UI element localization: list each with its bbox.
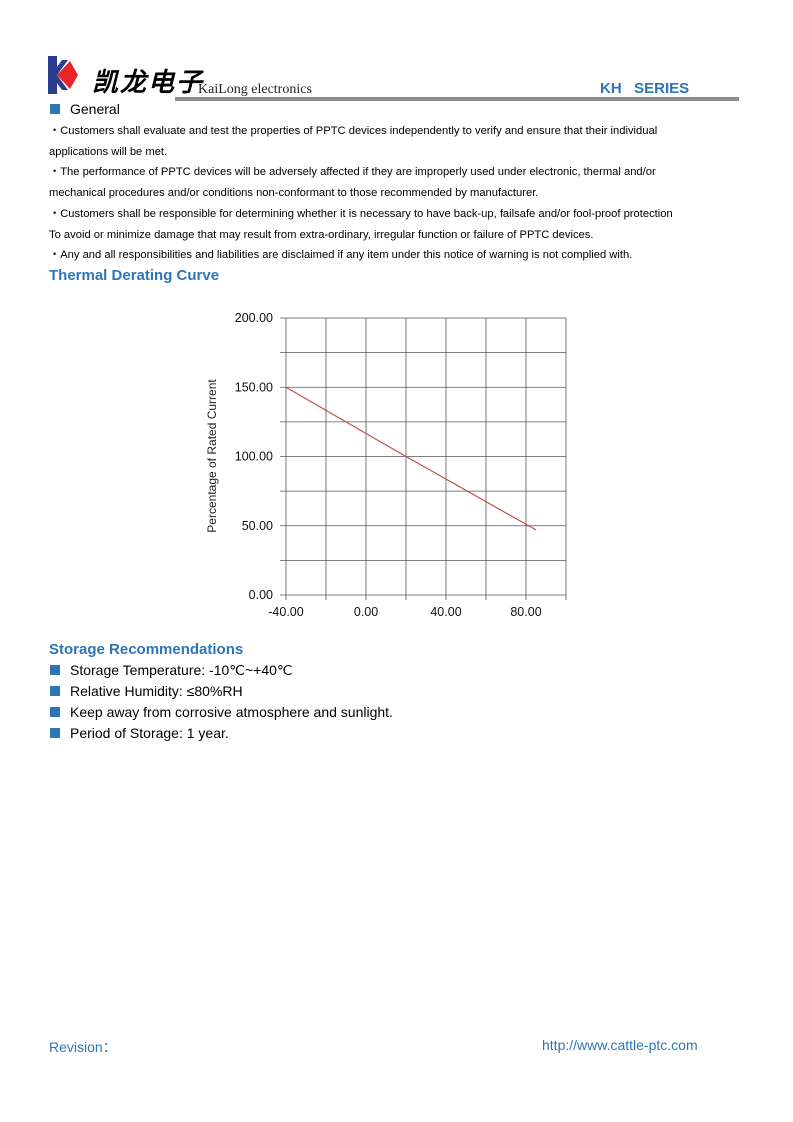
y-tick-label: 150.00: [235, 380, 273, 394]
x-tick-label: 40.00: [430, 605, 461, 619]
storage-heading: Storage Recommendations: [49, 641, 244, 658]
storage-item: Storage Temperature: -10℃~+40℃: [50, 662, 293, 679]
bullet-square-icon: [50, 104, 60, 114]
paragraph-line: ・Any and all responsibilities and liabil…: [49, 249, 633, 262]
thermal-heading: Thermal Derating Curve: [49, 267, 220, 284]
header-rule: [175, 97, 739, 101]
bullet-square-icon: [50, 707, 60, 717]
y-tick-label: 100.00: [235, 450, 273, 464]
y-tick-label: 50.00: [242, 519, 273, 533]
paragraph-line: applications will be met.: [49, 145, 168, 158]
website-link[interactable]: http://www.cattle-ptc.com: [542, 1037, 698, 1053]
storage-item: Relative Humidity: ≤80%RH: [50, 683, 243, 699]
general-heading: General: [50, 101, 120, 117]
general-heading-text: General: [70, 101, 120, 117]
y-tick-label: 200.00: [235, 311, 273, 325]
derating-line: [285, 386, 537, 531]
logo-text-en: KaiLong electronics: [198, 82, 312, 97]
y-tick-label: 0.00: [249, 588, 273, 602]
x-tick-label: -40.00: [268, 605, 303, 619]
storage-item: Period of Storage: 1 year.: [50, 725, 229, 741]
bullet-square-icon: [50, 728, 60, 738]
storage-item-text: Storage Temperature: -10℃~+40℃: [70, 662, 293, 678]
bullet-square-icon: [50, 686, 60, 696]
series-label: KH SERIES: [600, 80, 690, 97]
storage-item: Keep away from corrosive atmosphere and …: [50, 704, 393, 720]
revision-label: Revision：: [49, 1039, 117, 1055]
paragraph-line: ・Customers shall evaluate and test the p…: [49, 125, 658, 137]
thermal-derating-chart: -40.00 0.00 40.00 80.00 0.00 50.00 100.00 150.0…: [205, 311, 567, 619]
x-tick-label: 80.00: [510, 605, 541, 619]
paragraph-line: To avoid or minimize damage that may res…: [49, 228, 594, 241]
storage-item-text: Relative Humidity: ≤80%RH: [70, 683, 243, 699]
bullet-square-icon: [50, 665, 60, 675]
paragraph-line: ・Customers shall be responsible for dete…: [49, 207, 673, 220]
y-axis-label: Percentage of Rated Current: [205, 379, 219, 533]
storage-item-text: Period of Storage: 1 year.: [70, 725, 229, 741]
paragraph-line: mechanical procedures and/or conditions …: [49, 187, 539, 200]
storage-item-text: Keep away from corrosive atmosphere and …: [70, 704, 393, 720]
x-tick-label: 0.00: [354, 605, 378, 619]
general-text: ・Customers shall evaluate and test the p…: [49, 121, 749, 266]
logo-text-cn: 凯龙电子: [92, 68, 205, 98]
company-logo: [48, 56, 78, 94]
paragraph-line: ・The performance of PPTC devices will be…: [49, 166, 656, 179]
